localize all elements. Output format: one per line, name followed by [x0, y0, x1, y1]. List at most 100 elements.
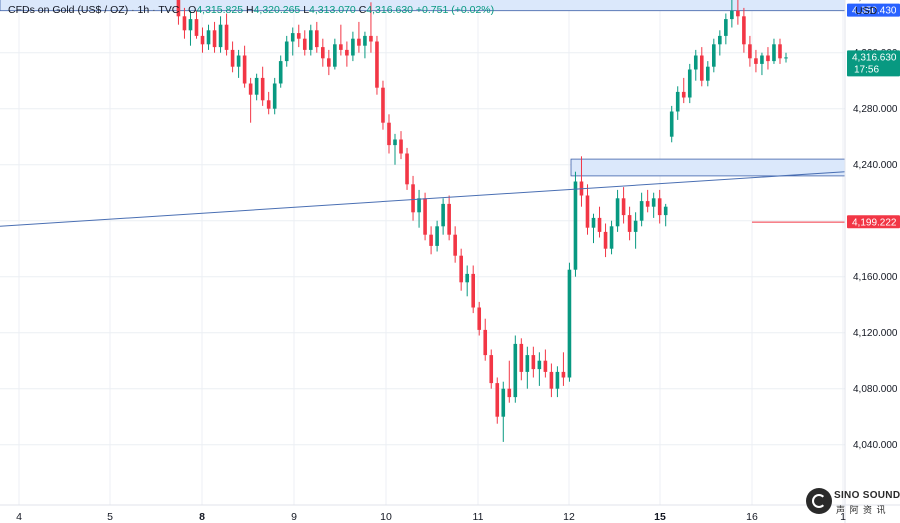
candle-body[interactable] [224, 24, 229, 50]
candle-body[interactable] [627, 215, 632, 232]
candle-body[interactable] [429, 234, 433, 246]
candle-body[interactable] [718, 35, 722, 45]
candle-body[interactable] [567, 269, 572, 378]
candle-body[interactable] [471, 273, 476, 308]
candle-body[interactable] [531, 355, 536, 370]
candle-body[interactable] [345, 49, 349, 56]
candle-body[interactable] [278, 61, 283, 84]
candle-body[interactable] [194, 19, 199, 36]
candle-body[interactable] [405, 153, 409, 185]
candle-body[interactable] [513, 343, 518, 398]
candle-body[interactable] [290, 33, 295, 42]
candle-body[interactable] [645, 201, 650, 207]
candle-body[interactable] [693, 55, 698, 70]
candle-body[interactable] [748, 44, 752, 59]
candle-body[interactable] [387, 122, 391, 146]
candle-body[interactable] [357, 38, 361, 46]
candle-body[interactable] [754, 58, 758, 64]
candle-body[interactable] [778, 44, 782, 59]
candle-body[interactable] [591, 217, 596, 228]
candle-body[interactable] [724, 19, 728, 36]
candle-body[interactable] [537, 360, 542, 370]
price-badge[interactable] [847, 3, 900, 17]
resistance-zone[interactable] [0, 0, 846, 12]
interval[interactable]: 1h [137, 4, 150, 16]
candle-body[interactable] [784, 57, 788, 59]
candle-body[interactable] [453, 234, 457, 256]
candle-body[interactable] [639, 201, 644, 221]
candle-body[interactable] [188, 19, 193, 31]
candle-body[interactable] [369, 35, 373, 42]
candle-body[interactable] [669, 111, 674, 137]
currency-label[interactable]: USD [855, 5, 878, 17]
candle-body[interactable] [182, 16, 187, 31]
candle-body[interactable] [736, 10, 740, 17]
price-badge[interactable] [847, 50, 900, 77]
candle-body[interactable] [730, 10, 734, 20]
candle-body[interactable] [176, 0, 181, 17]
candle-body[interactable] [411, 184, 415, 213]
candle-body[interactable] [483, 329, 488, 356]
price-badge[interactable] [847, 215, 900, 229]
candle-body[interactable] [555, 371, 560, 389]
candle-body[interactable] [712, 44, 716, 67]
candle-body[interactable] [314, 30, 319, 48]
candle-body[interactable] [248, 83, 253, 95]
candle-body[interactable] [561, 371, 566, 378]
candle-body[interactable] [272, 83, 277, 109]
candle-body[interactable] [705, 66, 710, 81]
candle-body[interactable] [212, 30, 217, 48]
candle-body[interactable] [609, 226, 614, 249]
candle-body[interactable] [573, 181, 578, 270]
candle-body[interactable] [687, 69, 692, 98]
candle-body[interactable] [236, 55, 241, 67]
candle-body[interactable] [507, 388, 512, 398]
candle-body[interactable] [772, 44, 776, 62]
candle-body[interactable] [296, 33, 301, 39]
candle-body[interactable] [327, 58, 331, 67]
lower-trendline[interactable] [0, 171, 846, 227]
candle-body[interactable] [218, 24, 223, 48]
candle-body[interactable] [585, 195, 590, 228]
candle-body[interactable] [501, 388, 506, 417]
candle-body[interactable] [525, 355, 530, 372]
candle-body[interactable] [543, 360, 548, 372]
candle-body[interactable] [477, 307, 482, 330]
candle-body[interactable] [200, 35, 205, 45]
candle-body[interactable] [266, 100, 271, 109]
candle-body[interactable] [351, 38, 355, 56]
candle-body[interactable] [381, 87, 385, 123]
candle-body[interactable] [766, 55, 770, 62]
candle-body[interactable] [242, 55, 247, 84]
candle-body[interactable] [435, 226, 439, 246]
candle-body[interactable] [597, 217, 602, 232]
candle-body[interactable] [465, 273, 469, 283]
candle-body[interactable] [760, 55, 764, 64]
candle-body[interactable] [699, 55, 704, 81]
candle-body[interactable] [651, 198, 656, 207]
candle-body[interactable] [417, 198, 421, 213]
candle-body[interactable] [675, 91, 680, 112]
candle-body[interactable] [254, 77, 259, 95]
candle-body[interactable] [663, 206, 668, 216]
candle-body[interactable] [308, 30, 313, 50]
candle-body[interactable] [393, 139, 397, 146]
candle-body[interactable] [447, 203, 451, 235]
candle-body[interactable] [615, 198, 620, 227]
candle-body[interactable] [519, 343, 524, 372]
candle-body[interactable] [399, 139, 403, 154]
candle-body[interactable] [284, 41, 289, 62]
candle-body[interactable] [633, 220, 638, 232]
candle-body[interactable] [681, 91, 686, 98]
candle-body[interactable] [230, 49, 235, 67]
candle-body[interactable] [375, 41, 379, 88]
candle-body[interactable] [260, 77, 265, 101]
candle-body[interactable] [603, 231, 608, 249]
candle-body[interactable] [495, 383, 500, 417]
candle-body[interactable] [621, 198, 626, 216]
candle-body[interactable] [549, 371, 554, 389]
candle-body[interactable] [302, 38, 307, 50]
candle-body[interactable] [333, 44, 337, 67]
candle-body[interactable] [657, 198, 662, 216]
